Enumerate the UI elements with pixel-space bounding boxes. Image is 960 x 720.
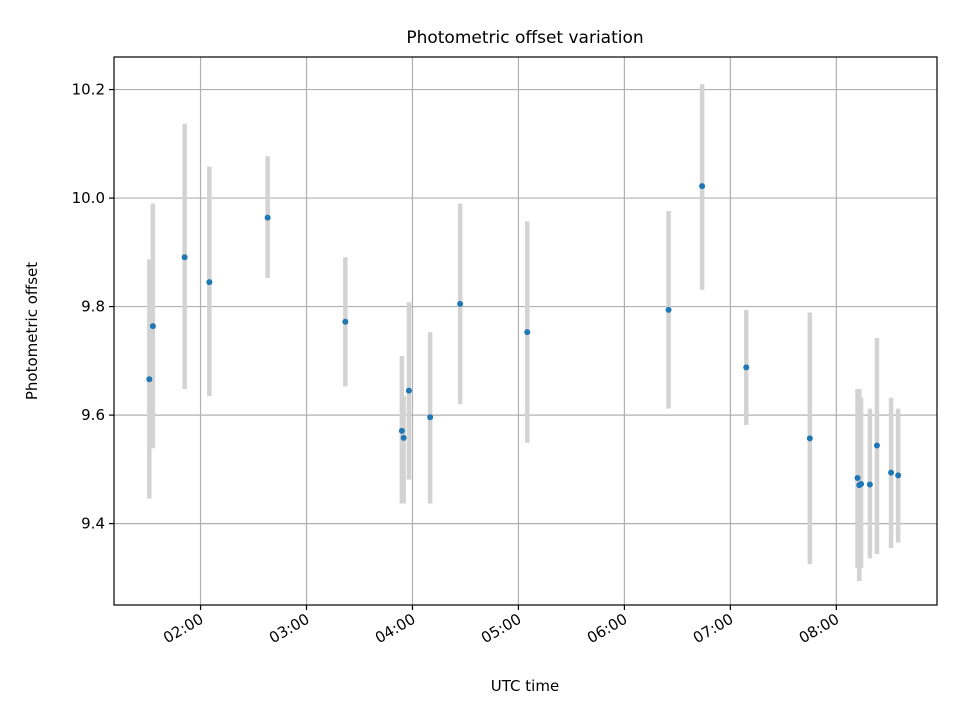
y-tick-label: 10.0 — [72, 189, 105, 207]
chart-title: Photometric offset variation — [406, 28, 643, 48]
data-point — [866, 481, 873, 488]
data-point — [146, 376, 153, 383]
data-point — [457, 300, 464, 307]
x-axis-label: UTC time — [491, 677, 559, 695]
data-point — [400, 434, 407, 441]
data-point — [888, 469, 895, 476]
data-point — [149, 323, 156, 330]
y-tick-label: 9.4 — [81, 515, 105, 533]
data-point — [743, 364, 750, 371]
data-point — [206, 279, 213, 286]
y-tick-label: 9.8 — [81, 298, 105, 316]
plot-frame — [113, 56, 938, 606]
data-point — [398, 427, 405, 434]
data-point — [524, 329, 531, 336]
data-point — [342, 318, 349, 325]
data-point — [858, 481, 865, 488]
y-axis-label: Photometric offset — [23, 262, 41, 400]
y-tick-label: 9.6 — [81, 406, 105, 424]
y-ticks: 9.4 9.6 9.8 10.0 10.2 — [72, 81, 114, 533]
data-point — [854, 475, 861, 482]
data-point — [405, 387, 412, 394]
data-point — [873, 442, 880, 449]
data-point — [699, 183, 706, 190]
data-point — [665, 306, 672, 313]
data-point — [181, 254, 188, 261]
y-tick-label: 10.2 — [72, 81, 105, 99]
data-point — [427, 414, 434, 421]
data-point — [895, 472, 902, 479]
data-point — [264, 214, 271, 221]
data-point — [806, 435, 813, 442]
marker-layer — [146, 183, 902, 489]
